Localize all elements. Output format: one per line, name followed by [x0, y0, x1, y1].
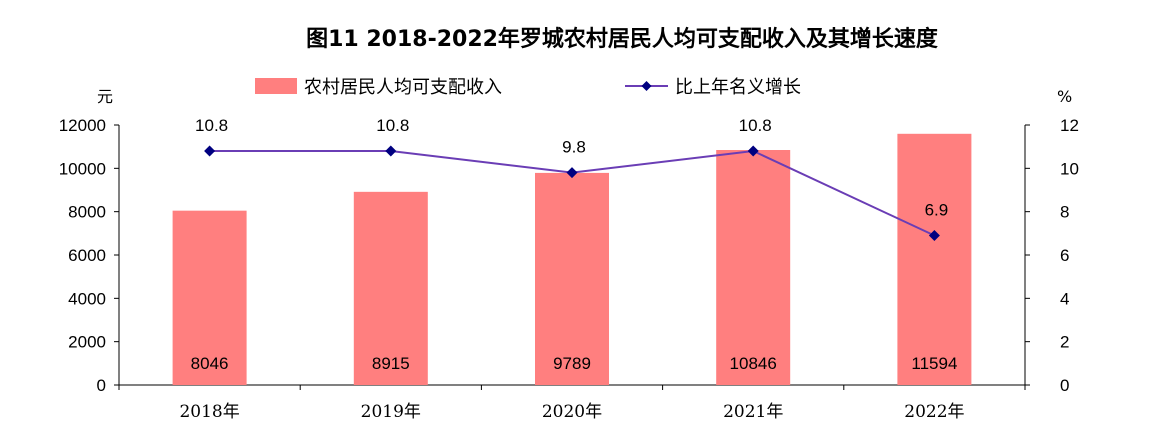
- legend-line-marker: [641, 81, 652, 91]
- chart-title: 图11 2018-2022年罗城农村居民人均可支配收入及其增长速度: [306, 26, 939, 52]
- line-value-label: 9.8: [562, 138, 586, 157]
- bar-labels: 8046 8915 9789 10846 11594: [191, 354, 958, 373]
- line-point-marker: [747, 145, 759, 157]
- right-tick-label: 2: [1060, 333, 1069, 352]
- left-tick-label: 4000: [68, 289, 106, 308]
- line-point-marker: [385, 145, 397, 157]
- bar-value-label: 10846: [730, 354, 777, 373]
- line-point-marker: [928, 230, 940, 241]
- left-tick-label: 6000: [68, 246, 106, 265]
- bar-value-label: 8046: [191, 354, 229, 373]
- x-tick-label: 2021年: [723, 402, 783, 422]
- left-tick-label: 2000: [68, 333, 106, 352]
- line-series: [204, 145, 940, 241]
- line-point-marker: [566, 167, 578, 179]
- left-axis: 0 2000 4000 6000 8000 10000 12000: [59, 116, 120, 395]
- bar: [716, 150, 791, 385]
- x-tick-label: 2022年: [904, 402, 964, 422]
- right-tick-label: 0: [1060, 376, 1069, 395]
- legend: 农村居民人均可支配收入 比上年名义增长: [255, 77, 801, 98]
- right-tick-label: 4: [1060, 289, 1069, 308]
- left-tick-label: 12000: [59, 116, 106, 135]
- legend-bar-swatch: [255, 78, 297, 94]
- left-axis-unit: 元: [97, 87, 113, 106]
- line-value-label: 10.8: [195, 116, 228, 135]
- x-tick-label: 2019年: [361, 402, 421, 422]
- line-value-label: 10.8: [376, 116, 409, 135]
- bar-value-label: 8915: [372, 354, 410, 373]
- point-labels: 10.8 10.8 9.8 10.8 6.9: [195, 116, 948, 220]
- bar-series: [172, 133, 972, 385]
- bar-value-label: 11594: [911, 354, 957, 373]
- x-tick-label: 2020年: [542, 402, 602, 422]
- left-tick-label: 0: [97, 376, 106, 395]
- legend-bar-label: 农村居民人均可支配收入: [304, 77, 502, 98]
- x-axis: 2018年 2019年 2020年 2021年 2022年: [118, 384, 1026, 422]
- x-tick-label: 2018年: [179, 402, 239, 422]
- bar: [897, 133, 972, 385]
- left-tick-label: 10000: [59, 159, 106, 178]
- line-point-marker: [204, 145, 216, 157]
- line-value-label: 10.8: [739, 116, 772, 135]
- right-tick-label: 8: [1060, 203, 1069, 222]
- bar-value-label: 9789: [553, 354, 591, 373]
- right-tick-label: 12: [1060, 116, 1079, 135]
- right-tick-label: 10: [1060, 159, 1079, 178]
- bar: [172, 210, 247, 385]
- bar: [535, 172, 609, 385]
- right-axis-unit: %: [1057, 87, 1072, 106]
- bar: [353, 191, 428, 385]
- legend-line-label: 比上年名义增长: [675, 77, 801, 98]
- right-axis: 0 2 4 6 8 10 12: [1024, 116, 1079, 395]
- right-tick-label: 6: [1060, 246, 1069, 265]
- left-tick-label: 8000: [68, 203, 106, 222]
- line-value-label: 6.9: [925, 201, 949, 220]
